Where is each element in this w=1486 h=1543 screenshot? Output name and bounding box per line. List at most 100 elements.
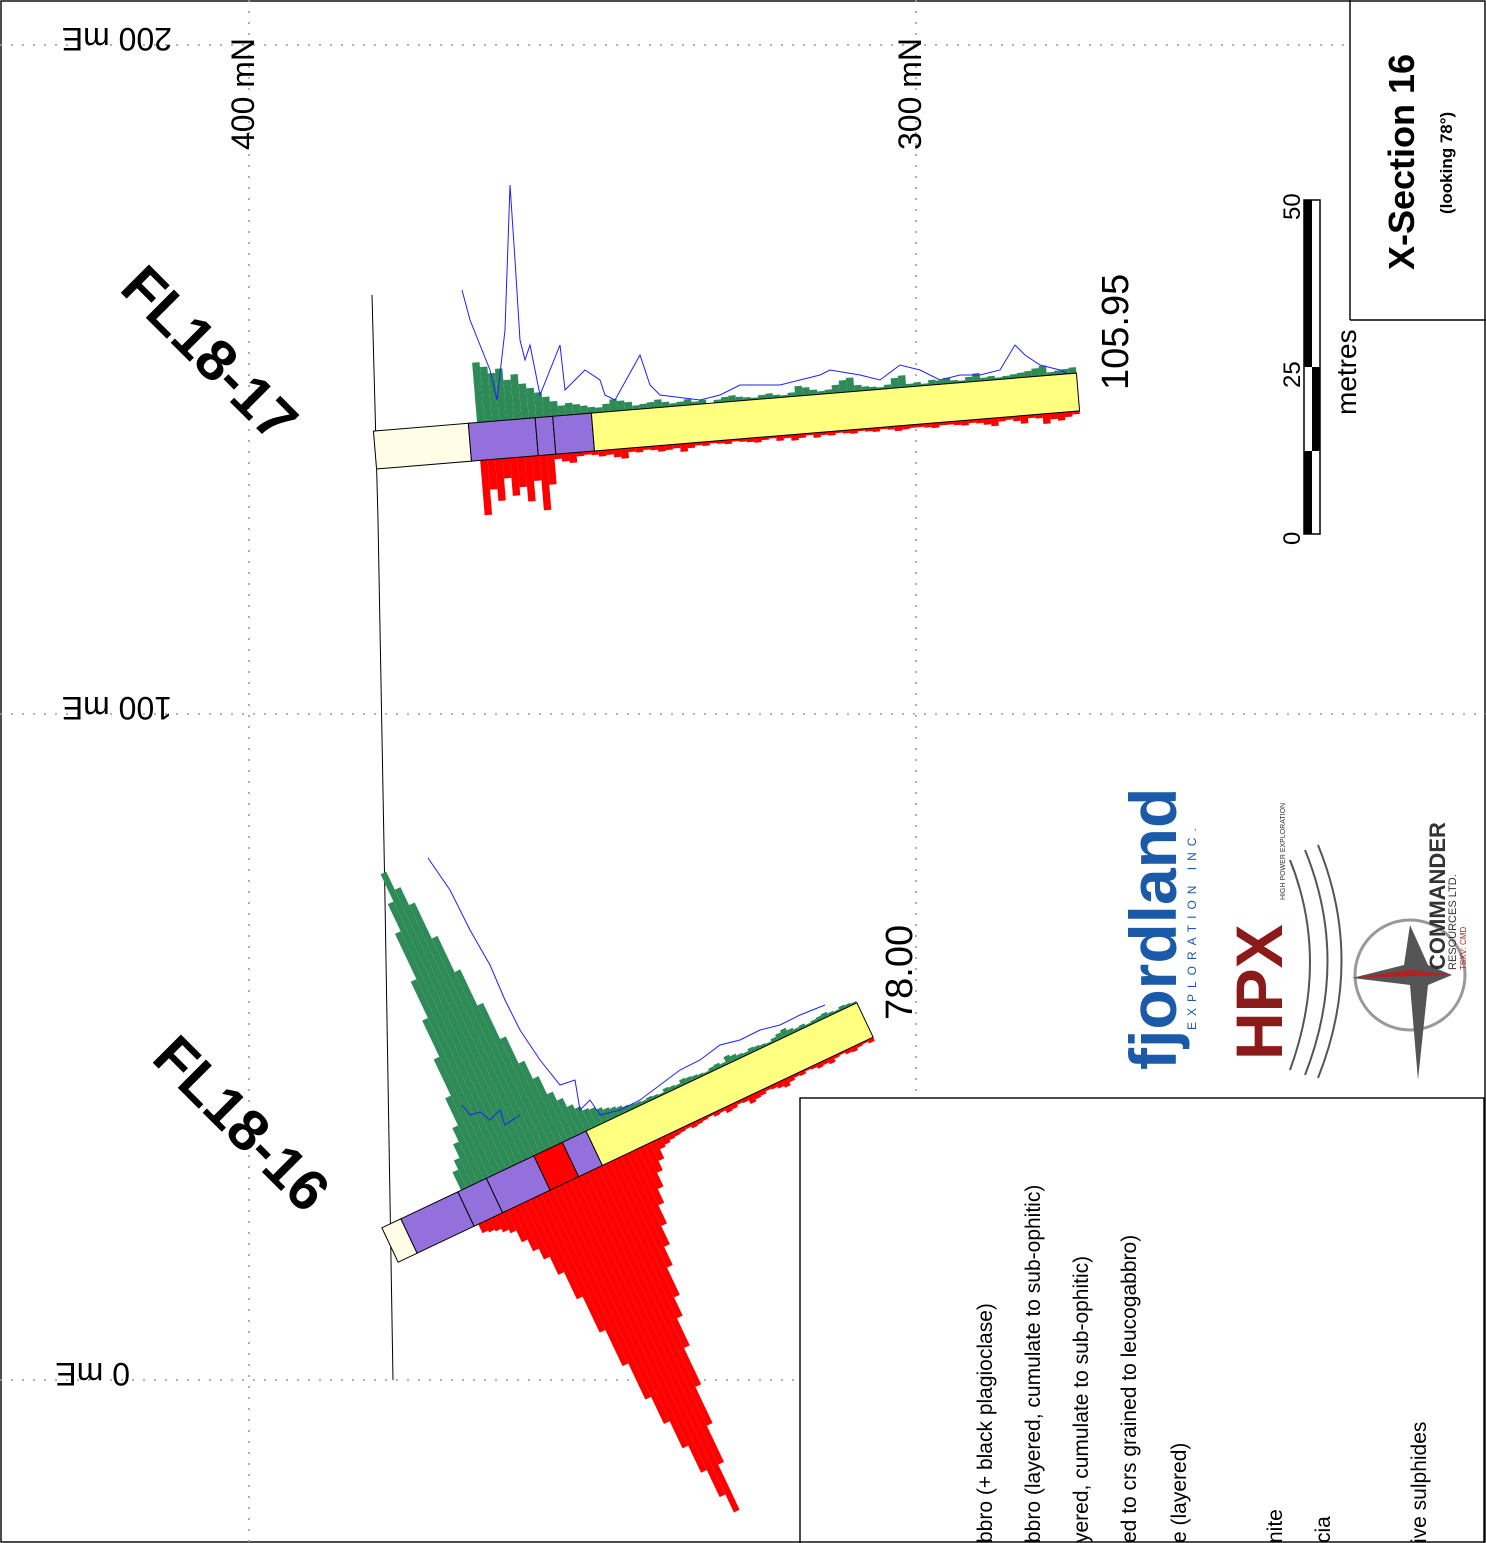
section-subtitle: (looking 78°) [1437,112,1456,214]
fl18-16-red-bar-51 [684,1123,692,1130]
fl18-16-red-bar-70 [793,1072,801,1078]
fl18-16-red-bar-40 [621,1153,670,1247]
fl18-17-green-bar-58 [794,385,803,397]
fl18-16-green-bar-25 [380,871,524,1164]
fl18-17-green-bar-81 [965,376,973,383]
fl18-17-grade-line [461,184,1071,401]
fl18-16-red-bar-18 [495,1213,509,1233]
fl18-17-red-bar-58 [798,433,807,439]
legend-item-4: ed to crs grained to leucogabbro) [1118,1235,1141,1543]
fl18-17-red-bar-24 [546,454,557,485]
fl18-16-red-bar-62 [747,1094,757,1105]
fl18-16-red-bar-17 [489,1216,502,1232]
fl18-16-red-bar-55 [707,1113,714,1118]
fl18-16-interval-7 [585,1002,874,1167]
fl18-17-green-bar-94 [1061,368,1070,375]
fl18-17-green-bar-49 [728,395,737,402]
fl18-17-red-bar-48 [724,439,733,445]
fl18-16-red-bar-26 [541,1191,629,1367]
legend-item-7: cia [1312,1516,1335,1543]
fl18-16-green-bar-56 [691,1074,699,1081]
fl18-16-green-bar-38 [582,1107,597,1129]
fl18-16-red-bar-27 [546,1188,652,1400]
fl18-16-red-bar-25 [535,1194,606,1333]
fl18-17-red-bar-60 [813,432,821,438]
hole-fl18-16: FL18-16 78.00 [141,857,921,1513]
legend-item-1: bbro (+ black plagioclase) [974,1303,997,1543]
fl18-17-red-bar-62 [827,431,836,436]
fl18-17-green-bar-84 [987,375,996,381]
fl18-16-red-bar-22 [518,1202,550,1260]
fl18-17-interval-1 [372,422,473,470]
fl18-16-green-bar-36 [566,1104,586,1135]
fl18-17-red-bar-32 [605,449,614,455]
section-title: X-Section 16 [1381,54,1422,270]
fl18-17-drill-trace [372,372,1081,470]
fl18-17-red-bar-92 [1049,412,1058,420]
title-block: X-Section 16 (looking 78°) [1349,0,1486,321]
fl18-16-green-bar-52 [668,1084,676,1092]
fl18-17-red-bar-72 [901,424,910,430]
fl18-17-green-bar-34 [616,400,626,411]
fl18-16-green-bar-46 [634,1100,642,1108]
fl18-17-red-bar-38 [650,445,659,451]
fl18-17-green-bar-89 [1024,370,1033,378]
fl18-16-green-bar-74 [793,1026,801,1033]
fl18-17-red-bar-39 [657,445,666,452]
fl18-16-green-bar-47 [640,1099,648,1105]
fl18-17-red-bar-26 [561,453,570,462]
easting-label-200: 200 mE [62,21,172,57]
fl18-16-green-bar-64 [736,1052,744,1060]
fl18-16-drill-trace [381,1002,874,1263]
fl18-17-red-bar-28 [576,451,585,457]
fl18-17-green-bar-91 [1038,365,1047,377]
fl18-17-green-bar-15 [472,362,485,423]
fl18-17-green-bar-22 [526,387,537,419]
fl18-17-red-bar-93 [1057,412,1066,421]
fl18-17-red-histogram [480,410,1080,516]
fl18-17-red-bar-88 [1020,415,1029,424]
scale-bar: 0 25 50 metres [1279,193,1362,545]
fl18-17-red-bar-79 [953,420,962,426]
hpx-logo-subtext: HIGH POWER EXPLORATION [1280,803,1287,900]
fl18-16-red-bar-82 [861,1039,869,1045]
fl18-16-red-bar-44 [644,1142,663,1173]
fl18-16-green-bar-76 [805,1022,812,1027]
fl18-16-grade-line-upper [461,1104,521,1126]
fl18-17-green-bar-19 [503,379,515,421]
legend-item-2: bbro (layered, cumulate to sub-ophitic) [1022,1185,1045,1543]
fl18-17-green-bar-57 [787,392,796,397]
fl18-16-red-bar-39 [615,1156,673,1268]
fl18-17-green-bar-77 [935,380,944,385]
fl18-16-end-depth: 78.00 [879,925,921,1020]
fl18-16-green-bar-68 [759,1042,767,1049]
fl18-16-red-bar-30 [564,1180,707,1473]
fl18-17-green-bar-28 [572,404,581,415]
fl18-16-red-bar-20 [506,1207,528,1243]
northing-label-400: 400 mN [225,38,261,150]
fl18-17-green-bar-93 [1053,370,1062,375]
fl18-16-red-bar-32 [575,1175,740,1513]
fl18-16-green-bar-75 [798,1023,806,1030]
fl18-17-red-bar-15 [480,459,493,516]
fl18-17-green-bar-36 [632,405,640,410]
fl18-17-green-bar-21 [518,383,529,419]
logo-fjordland: fjordland EXPLORATION INC. [1116,788,1199,1070]
fl18-17-red-bar-20 [517,456,528,488]
fl18-17-red-bar-84 [990,417,999,427]
fl18-16-red-bar-46 [655,1137,666,1150]
fl18-16-red-bar-15 [478,1221,489,1234]
legend-item-3: yered, cumulate to sub-ophitic) [1070,1256,1093,1543]
fl18-17-green-bar-20 [510,374,522,420]
fl18-17-green-bar-74 [913,381,922,387]
fl18-17-green-bar-24 [541,396,552,418]
legend-item-8: ive sulphides [1408,1422,1431,1543]
fl18-17-red-bar-87 [1012,415,1021,422]
fl18-17-green-bar-95 [1068,367,1077,374]
logo-commander: COMMANDER RESOURCES LTD. TSXV: CMD [1352,822,1468,1080]
fl18-16-green-bar-23 [394,931,512,1169]
fl18-17-green-bar-16 [479,366,492,422]
fl18-16-green-bar-18 [452,1125,484,1183]
